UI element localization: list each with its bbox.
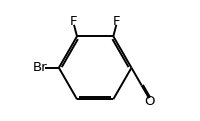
Text: O: O [144, 95, 155, 108]
Text: F: F [70, 15, 77, 28]
Text: F: F [113, 15, 120, 28]
Text: Br: Br [33, 61, 48, 74]
